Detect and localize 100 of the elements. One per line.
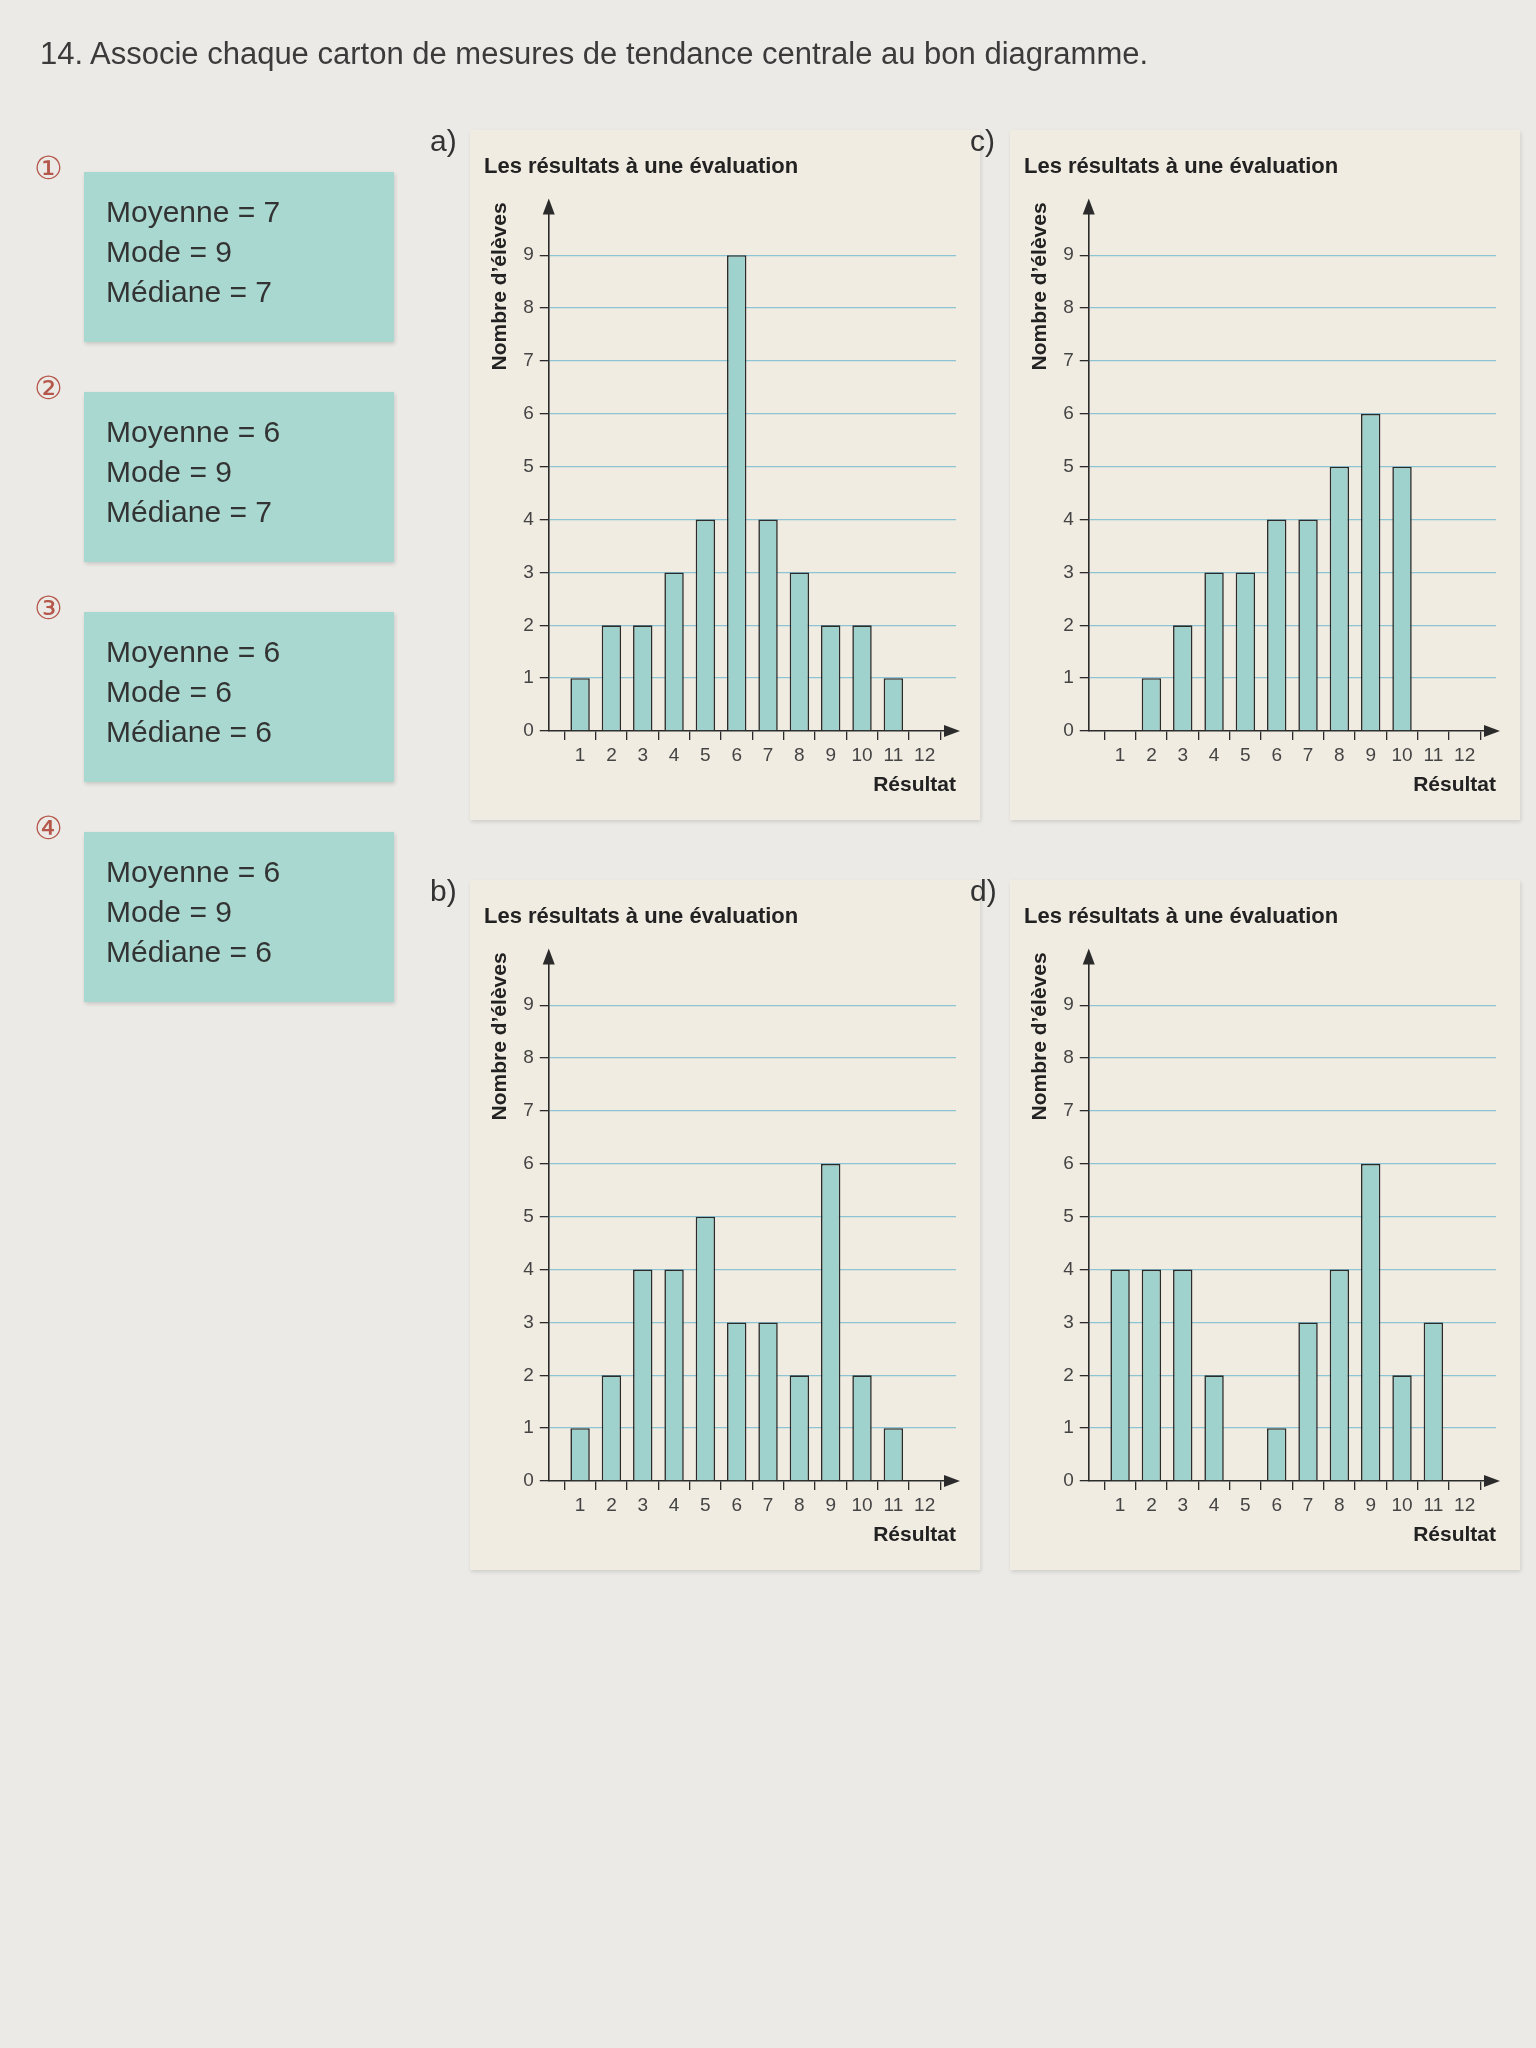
y-tick-label: 0 (523, 719, 534, 741)
x-tick-label: 3 (637, 1493, 649, 1515)
x-tick-label: 2 (1146, 743, 1157, 765)
x-tick-label: 2 (606, 743, 617, 765)
y-tick-label: 1 (523, 666, 534, 688)
x-tick-label: 7 (762, 743, 774, 765)
y-tick-label: 4 (1063, 1257, 1075, 1279)
y-tick-label: 6 (523, 402, 534, 424)
x-tick-label: 7 (1302, 1493, 1314, 1515)
x-tick-label: 5 (1240, 743, 1251, 765)
y-tick-label: 4 (523, 1257, 535, 1279)
y-tick-label: 8 (1063, 296, 1074, 318)
y-tick-label: 2 (1063, 613, 1074, 635)
x-axis-title: Résultat (1413, 1522, 1496, 1546)
y-tick-label: 6 (1063, 402, 1074, 424)
x-tick-label: 5 (1240, 1493, 1251, 1515)
chart-title: Les résultats à une évaluation (1024, 903, 1339, 929)
text: ② (34, 369, 63, 407)
x-tick-label: 5 (700, 743, 711, 765)
x-tick-label: 6 (1271, 1493, 1283, 1515)
x-tick-label: 12 (1454, 1493, 1476, 1515)
y-tick-label: 1 (1063, 666, 1074, 688)
x-tick-label: 10 (1391, 743, 1413, 765)
x-tick-label: 8 (1334, 743, 1345, 765)
x-tick-label: 3 (1177, 743, 1189, 765)
y-tick-label: 5 (523, 454, 534, 476)
y-tick-label: 8 (523, 1046, 534, 1068)
x-tick-label: 1 (574, 743, 586, 765)
y-tick-label: 2 (1063, 1363, 1074, 1385)
y-tick-label: 6 (1063, 1152, 1074, 1174)
y-tick-label: 7 (523, 1099, 534, 1121)
x-tick-label: 11 (883, 743, 904, 765)
text: Moyenne = 6 Mode = 9 Médiane = 7 (106, 414, 281, 530)
text: d) (970, 874, 997, 908)
x-tick-label: 2 (1146, 1493, 1157, 1515)
y-axis-title: Nombre d’élèves (1027, 202, 1051, 371)
y-tick-label: 0 (1063, 719, 1074, 741)
y-tick-label: 0 (523, 1469, 534, 1491)
x-tick-label: 10 (1391, 1493, 1413, 1515)
x-tick-label: 4 (1208, 1493, 1220, 1515)
y-tick-label: 2 (523, 1363, 534, 1385)
y-tick-label: 5 (523, 1204, 534, 1226)
x-tick-label: 4 (668, 743, 680, 765)
text: 14. Associe chaque carton de mesures de tendance centrale au bon diagramme. (40, 36, 1149, 72)
y-tick-label: 5 (1063, 454, 1074, 476)
y-tick-label: 4 (523, 507, 535, 529)
y-tick-label: 4 (1063, 507, 1075, 529)
text: c) (970, 124, 995, 158)
x-tick-label: 3 (637, 743, 649, 765)
y-tick-label: 5 (1063, 1204, 1074, 1226)
x-tick-label: 8 (794, 743, 805, 765)
y-tick-label: 9 (1063, 993, 1074, 1015)
text: Moyenne = 6 Mode = 6 Médiane = 6 (106, 634, 281, 750)
x-tick-label: 1 (574, 1493, 586, 1515)
chart-title: Les résultats à une évaluation (484, 903, 799, 929)
y-tick-label: 3 (523, 1310, 534, 1332)
x-tick-label: 6 (731, 743, 743, 765)
y-tick-label: 3 (1063, 1310, 1074, 1332)
x-tick-label: 6 (731, 1493, 743, 1515)
x-tick-label: 7 (1302, 743, 1314, 765)
y-axis-title: Nombre d’élèves (487, 202, 511, 371)
y-tick-label: 1 (523, 1416, 534, 1438)
y-tick-label: 3 (1063, 560, 1074, 582)
text: ③ (34, 589, 63, 627)
x-tick-label: 2 (606, 1493, 617, 1515)
x-tick-label: 12 (914, 1493, 936, 1515)
y-tick-label: 3 (523, 560, 534, 582)
text: ① (34, 149, 63, 187)
y-tick-label: 1 (1063, 1416, 1074, 1438)
x-tick-label: 4 (668, 1493, 680, 1515)
y-tick-label: 7 (523, 349, 534, 371)
y-tick-label: 7 (1063, 349, 1074, 371)
x-tick-label: 9 (825, 743, 836, 765)
x-tick-label: 3 (1177, 1493, 1189, 1515)
x-tick-label: 6 (1271, 743, 1283, 765)
x-tick-label: 7 (762, 1493, 774, 1515)
x-tick-label: 11 (1423, 1493, 1444, 1515)
y-tick-label: 7 (1063, 1099, 1074, 1121)
y-tick-label: 8 (1063, 1046, 1074, 1068)
x-tick-label: 11 (1423, 743, 1444, 765)
text: b) (430, 874, 457, 908)
text: a) (430, 124, 457, 158)
x-tick-label: 9 (1365, 743, 1376, 765)
x-tick-label: 9 (1365, 1493, 1376, 1515)
text: Moyenne = 7 Mode = 9 Médiane = 7 (106, 194, 281, 310)
y-axis-title: Nombre d’élèves (1027, 952, 1051, 1121)
y-axis-title: Nombre d’élèves (487, 952, 511, 1121)
y-tick-label: 9 (523, 993, 534, 1015)
y-tick-label: 2 (523, 613, 534, 635)
x-axis-title: Résultat (1413, 772, 1496, 796)
x-axis-title: Résultat (873, 1522, 956, 1546)
x-tick-label: 10 (851, 743, 873, 765)
x-tick-label: 12 (1454, 743, 1476, 765)
y-tick-label: 9 (523, 243, 534, 265)
x-tick-label: 1 (1114, 1493, 1126, 1515)
y-tick-label: 6 (523, 1152, 534, 1174)
x-axis-title: Résultat (873, 772, 956, 796)
x-tick-label: 4 (1208, 743, 1220, 765)
x-tick-label: 10 (851, 1493, 873, 1515)
x-tick-label: 11 (883, 1493, 904, 1515)
